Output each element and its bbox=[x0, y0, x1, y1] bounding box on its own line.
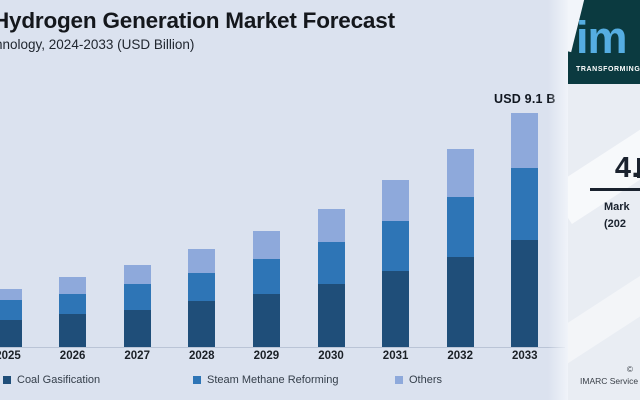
bar-2030-segment-coal-gasification bbox=[317, 284, 345, 347]
bar-2031-segment-steam-methane-reforming bbox=[382, 221, 410, 271]
copyright-symbol: © bbox=[627, 365, 633, 374]
legend-swatch-steam-methane-reforming bbox=[193, 376, 201, 384]
legend-label-coal-gasification: Coal Gasification bbox=[17, 374, 101, 386]
bar-2025 bbox=[0, 289, 22, 347]
bar-2029-segment-others bbox=[252, 231, 280, 259]
x-axis-label-2028: 2028 bbox=[189, 350, 215, 362]
chart-subtitle: hnology, 2024-2033 (USD Billion) bbox=[0, 37, 195, 52]
bar-2033-segment-others bbox=[511, 113, 539, 168]
sidebar: im TRANSFORMING 4. Mark (202 © IMARC Ser… bbox=[568, 0, 640, 400]
bar-2028-segment-coal-gasification bbox=[188, 301, 216, 347]
bar-2031 bbox=[382, 180, 410, 347]
bar-chart: 2025 2026 2027 2028 2029 2030 2031 2032 2033 USD … bbox=[0, 92, 565, 362]
bar-2028 bbox=[188, 249, 216, 347]
x-axis-label-2032: 2032 bbox=[447, 350, 473, 362]
x-axis-label-2030: 2030 bbox=[318, 350, 344, 362]
bar-2025-segment-steam-methane-reforming bbox=[0, 300, 22, 320]
cagr-value: 4. bbox=[614, 152, 640, 184]
legend-swatch-others bbox=[395, 376, 403, 384]
diagonal-decoration bbox=[568, 264, 640, 370]
bar-2027-segment-others bbox=[123, 265, 151, 284]
x-axis-label-2027: 2027 bbox=[124, 350, 150, 362]
bar-2029-segment-coal-gasification bbox=[252, 294, 280, 347]
bar-2029-segment-steam-methane-reforming bbox=[252, 259, 280, 294]
imarc-logo: im bbox=[576, 12, 628, 63]
bar-2031-segment-others bbox=[382, 180, 410, 221]
legend-label-others: Others bbox=[409, 374, 443, 386]
bar-2030-segment-steam-methane-reforming bbox=[317, 242, 345, 284]
brand-tagline: TRANSFORMING bbox=[576, 66, 640, 73]
bar-2031-segment-coal-gasification bbox=[382, 271, 410, 347]
bar-2026-segment-others bbox=[59, 277, 87, 294]
bar-2032-segment-others bbox=[446, 149, 474, 197]
x-axis-label-2029: 2029 bbox=[253, 350, 280, 362]
bar-2032-segment-coal-gasification bbox=[446, 257, 474, 347]
bar-2032-segment-steam-methane-reforming bbox=[446, 197, 474, 257]
bar-2033-segment-coal-gasification bbox=[511, 240, 539, 347]
bar-2027 bbox=[123, 265, 151, 347]
legend-item-others: Others bbox=[395, 374, 442, 386]
bar-2028-segment-steam-methane-reforming bbox=[188, 273, 216, 301]
bar-2028-segment-others bbox=[188, 249, 216, 273]
bar-2027-segment-coal-gasification bbox=[123, 310, 151, 347]
bar-2032 bbox=[446, 149, 474, 347]
sidebar-brand-header: im TRANSFORMING bbox=[568, 0, 640, 84]
legend-swatch-coal-gasification bbox=[3, 376, 11, 384]
legend-item-coal-gasification: Coal Gasification bbox=[3, 374, 100, 386]
x-axis-label-2025: 2025 bbox=[0, 350, 21, 362]
cagr-label-line1: Mark bbox=[604, 201, 630, 213]
sidebar-footer-text: IMARC Service bbox=[580, 376, 639, 386]
bar-2025-segment-coal-gasification bbox=[0, 320, 22, 347]
x-axis-label-2031: 2031 bbox=[382, 350, 409, 362]
bar-2030-segment-others bbox=[317, 209, 345, 242]
bar-2029 bbox=[252, 231, 280, 347]
legend-label-steam-methane-reforming: Steam Methane Reforming bbox=[207, 374, 339, 386]
sidebar-edge-gradient bbox=[548, 0, 570, 400]
bar-2026 bbox=[59, 277, 87, 347]
value-label-2033: USD 9.1 B bbox=[494, 92, 556, 106]
bar-2026-segment-steam-methane-reforming bbox=[59, 294, 87, 314]
chart-title: Hydrogen Generation Market Forecast bbox=[0, 8, 395, 33]
cagr-underline bbox=[590, 188, 640, 191]
bar-2027-segment-steam-methane-reforming bbox=[123, 284, 151, 310]
clipped-digit-fragment bbox=[637, 158, 640, 178]
x-axis-label-2033: 2033 bbox=[512, 350, 538, 362]
bar-2030 bbox=[317, 209, 345, 347]
bar-2026-segment-coal-gasification bbox=[59, 314, 87, 347]
bar-2033 bbox=[511, 113, 539, 347]
x-axis-label-2026: 2026 bbox=[59, 350, 86, 362]
bar-2033-segment-steam-methane-reforming bbox=[511, 168, 539, 240]
bar-2025-segment-others bbox=[0, 289, 22, 300]
cagr-label-line2: (202 bbox=[604, 218, 627, 230]
legend-item-steam-methane-reforming: Steam Methane Reforming bbox=[193, 374, 338, 386]
x-axis-line bbox=[0, 347, 565, 348]
